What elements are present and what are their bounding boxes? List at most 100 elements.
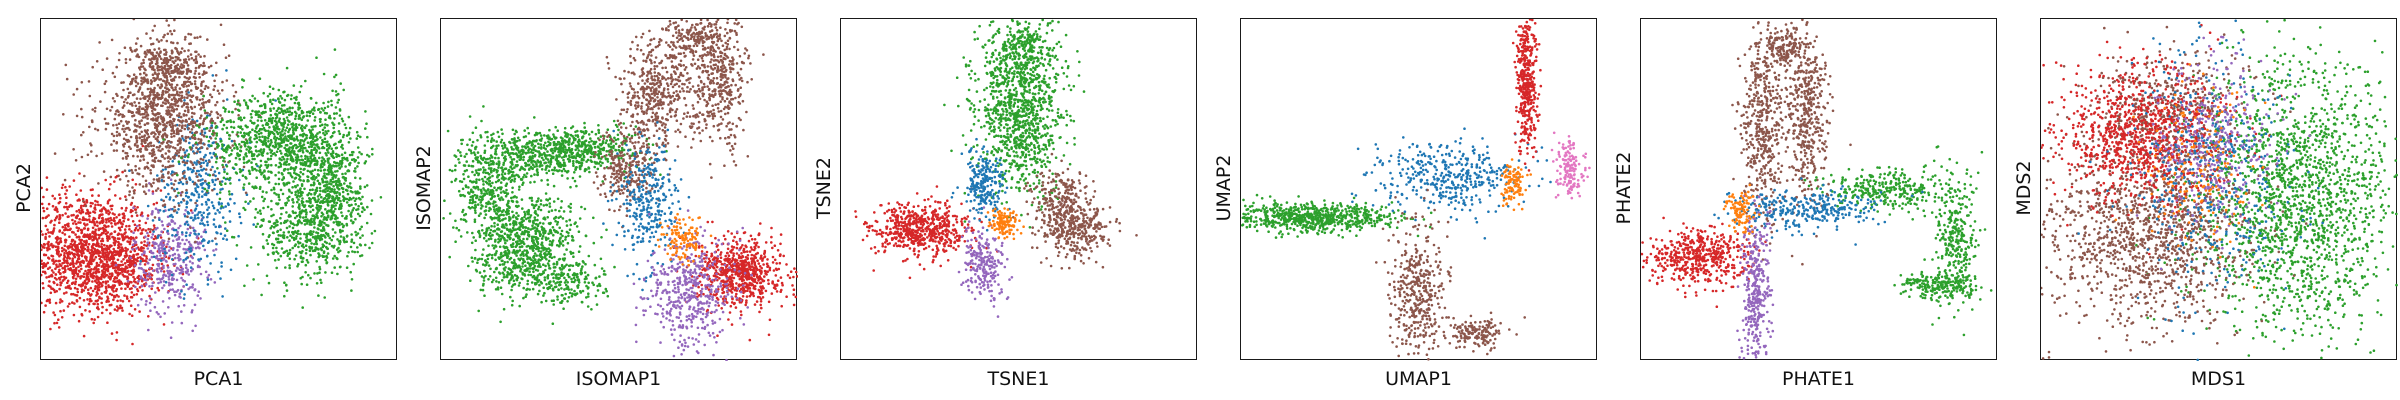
point — [151, 284, 154, 288]
point — [334, 106, 338, 109]
point — [327, 116, 331, 119]
point — [128, 169, 131, 172]
point — [267, 158, 270, 161]
point — [323, 106, 327, 110]
point — [124, 98, 127, 101]
point — [163, 312, 166, 315]
point — [166, 271, 170, 275]
point — [305, 136, 308, 140]
point — [236, 102, 239, 106]
point — [174, 228, 178, 232]
point — [101, 270, 105, 274]
point — [53, 313, 57, 317]
point — [77, 208, 81, 212]
point — [165, 69, 168, 73]
point — [326, 252, 330, 255]
point — [110, 232, 113, 235]
point — [104, 291, 108, 294]
point — [72, 269, 76, 273]
point — [136, 282, 140, 285]
point — [104, 80, 108, 83]
point — [229, 119, 232, 122]
point — [210, 156, 213, 159]
point — [241, 86, 244, 89]
point — [136, 252, 140, 256]
point — [330, 99, 333, 103]
point — [205, 203, 208, 206]
point — [89, 235, 92, 238]
point — [107, 235, 111, 238]
point — [106, 321, 109, 325]
point — [114, 269, 117, 272]
point — [65, 223, 69, 226]
point — [113, 180, 116, 183]
point — [194, 324, 197, 328]
point — [241, 128, 244, 131]
point — [315, 282, 319, 285]
point — [194, 172, 198, 175]
point — [187, 91, 190, 94]
point — [210, 201, 214, 204]
point — [132, 280, 136, 283]
point — [220, 202, 223, 205]
point — [136, 144, 139, 148]
point — [237, 234, 240, 238]
point — [197, 258, 200, 261]
point — [80, 133, 83, 137]
point — [312, 106, 316, 109]
point — [347, 141, 351, 144]
point — [90, 143, 93, 147]
point — [75, 210, 78, 213]
point — [159, 78, 163, 81]
point — [318, 131, 322, 134]
point — [62, 309, 66, 312]
point — [160, 170, 163, 173]
point — [102, 170, 106, 173]
point — [173, 19, 176, 22]
point — [42, 262, 46, 265]
point — [47, 214, 50, 217]
point — [105, 57, 109, 60]
point — [272, 231, 275, 235]
point — [295, 98, 298, 101]
point — [139, 150, 142, 153]
point — [280, 247, 284, 250]
point — [245, 148, 248, 151]
point — [126, 285, 129, 289]
point — [179, 65, 182, 68]
point — [92, 242, 95, 246]
point — [102, 231, 105, 235]
point — [138, 122, 141, 125]
point — [126, 139, 130, 142]
point — [321, 123, 324, 127]
point — [239, 116, 242, 119]
point — [42, 310, 46, 314]
point — [146, 161, 149, 165]
point — [50, 219, 53, 223]
point — [167, 249, 171, 252]
point — [196, 294, 200, 297]
point — [283, 98, 287, 102]
point — [152, 150, 156, 154]
point — [206, 162, 209, 165]
point — [195, 163, 198, 166]
point — [110, 225, 114, 228]
point — [120, 267, 124, 270]
point — [151, 233, 155, 236]
point — [181, 238, 184, 242]
point — [199, 55, 202, 58]
point — [116, 109, 119, 112]
point — [255, 112, 258, 116]
point — [191, 226, 195, 230]
point — [60, 300, 64, 303]
point — [145, 184, 148, 188]
point — [84, 285, 87, 288]
point — [134, 104, 138, 108]
point — [206, 278, 210, 282]
point — [151, 219, 155, 222]
point — [147, 145, 150, 148]
point — [80, 229, 84, 232]
point — [72, 264, 76, 268]
point — [50, 273, 53, 277]
point — [298, 188, 302, 191]
